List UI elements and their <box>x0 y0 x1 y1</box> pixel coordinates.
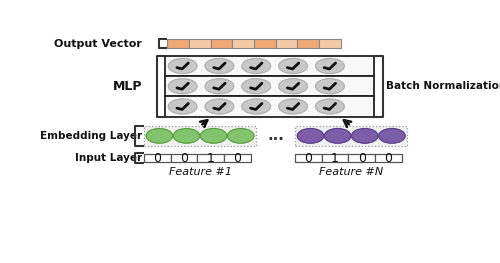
Ellipse shape <box>378 129 405 143</box>
FancyBboxPatch shape <box>254 39 276 48</box>
Text: 0: 0 <box>180 152 188 165</box>
Text: 0: 0 <box>304 152 312 165</box>
FancyBboxPatch shape <box>295 126 408 146</box>
Text: ...: ... <box>267 128 284 143</box>
FancyBboxPatch shape <box>295 154 322 162</box>
Circle shape <box>242 79 270 94</box>
Text: Batch Normalization: Batch Normalization <box>386 81 500 91</box>
Circle shape <box>278 79 308 94</box>
Ellipse shape <box>200 129 227 143</box>
Text: Input Layer: Input Layer <box>75 153 142 163</box>
Text: 0: 0 <box>358 152 366 165</box>
FancyBboxPatch shape <box>298 39 319 48</box>
Circle shape <box>168 58 197 73</box>
FancyBboxPatch shape <box>144 154 171 162</box>
FancyBboxPatch shape <box>198 154 224 162</box>
FancyBboxPatch shape <box>232 39 254 48</box>
FancyBboxPatch shape <box>189 39 210 48</box>
Text: 1: 1 <box>207 152 214 165</box>
Text: Output Vector: Output Vector <box>54 39 142 49</box>
Circle shape <box>205 79 234 94</box>
Circle shape <box>316 79 344 94</box>
FancyBboxPatch shape <box>276 39 297 48</box>
FancyBboxPatch shape <box>167 39 189 48</box>
Text: Embedding Layer: Embedding Layer <box>40 131 142 141</box>
Circle shape <box>278 58 308 73</box>
Text: MLP: MLP <box>112 80 142 93</box>
FancyBboxPatch shape <box>165 96 374 117</box>
FancyBboxPatch shape <box>165 76 374 96</box>
Ellipse shape <box>174 129 200 143</box>
Circle shape <box>205 99 234 114</box>
FancyBboxPatch shape <box>170 154 198 162</box>
FancyBboxPatch shape <box>348 154 375 162</box>
Circle shape <box>205 58 234 73</box>
Circle shape <box>242 58 270 73</box>
Circle shape <box>316 58 344 73</box>
Text: 1: 1 <box>331 152 339 165</box>
Ellipse shape <box>228 129 254 143</box>
Ellipse shape <box>298 129 324 143</box>
Circle shape <box>168 99 197 114</box>
Text: Feature #1: Feature #1 <box>168 167 232 177</box>
Circle shape <box>242 99 270 114</box>
FancyBboxPatch shape <box>210 39 232 48</box>
Circle shape <box>168 79 197 94</box>
Text: 0: 0 <box>384 152 392 165</box>
FancyBboxPatch shape <box>375 154 402 162</box>
Text: 0: 0 <box>153 152 161 165</box>
Circle shape <box>278 99 308 114</box>
FancyBboxPatch shape <box>322 154 348 162</box>
Ellipse shape <box>324 129 351 143</box>
FancyBboxPatch shape <box>224 154 251 162</box>
FancyBboxPatch shape <box>319 39 340 48</box>
Ellipse shape <box>352 129 378 143</box>
FancyBboxPatch shape <box>144 126 256 146</box>
FancyBboxPatch shape <box>165 56 374 76</box>
Text: 0: 0 <box>234 152 241 165</box>
Text: Feature #N: Feature #N <box>319 167 384 177</box>
Ellipse shape <box>146 129 172 143</box>
Circle shape <box>316 99 344 114</box>
